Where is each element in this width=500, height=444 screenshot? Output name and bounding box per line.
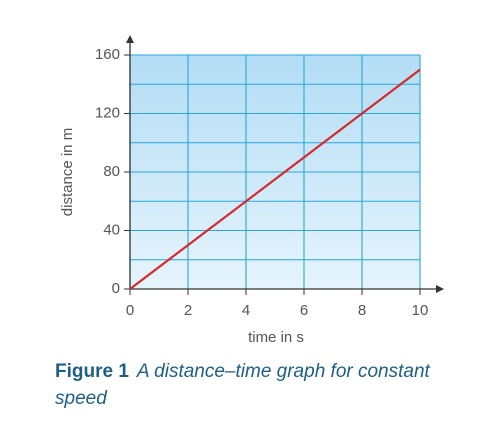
x-tick-label: 6 [300,302,308,319]
y-tick-label: 40 [103,221,120,238]
y-tick-label: 160 [95,46,120,63]
y-axis-arrow [126,35,134,43]
y-tick-label: 0 [112,280,120,297]
data-line [129,68,421,290]
y-tick-label: 80 [103,163,120,180]
caption-label: Figure 1 [55,361,129,382]
x-tick-label: 0 [126,302,134,319]
x-tick-label: 4 [242,302,250,319]
x-axis-label: time in s [248,329,304,346]
y-tick-label: 120 [95,104,120,121]
caption-text: A distance–time graph for constant speed [55,361,430,409]
x-tick-label: 8 [358,302,366,319]
x-tick-label: 2 [184,302,192,319]
y-axis-label: distance in m [59,128,76,216]
x-tick-label: 10 [412,302,429,319]
x-axis-arrow [436,285,444,293]
